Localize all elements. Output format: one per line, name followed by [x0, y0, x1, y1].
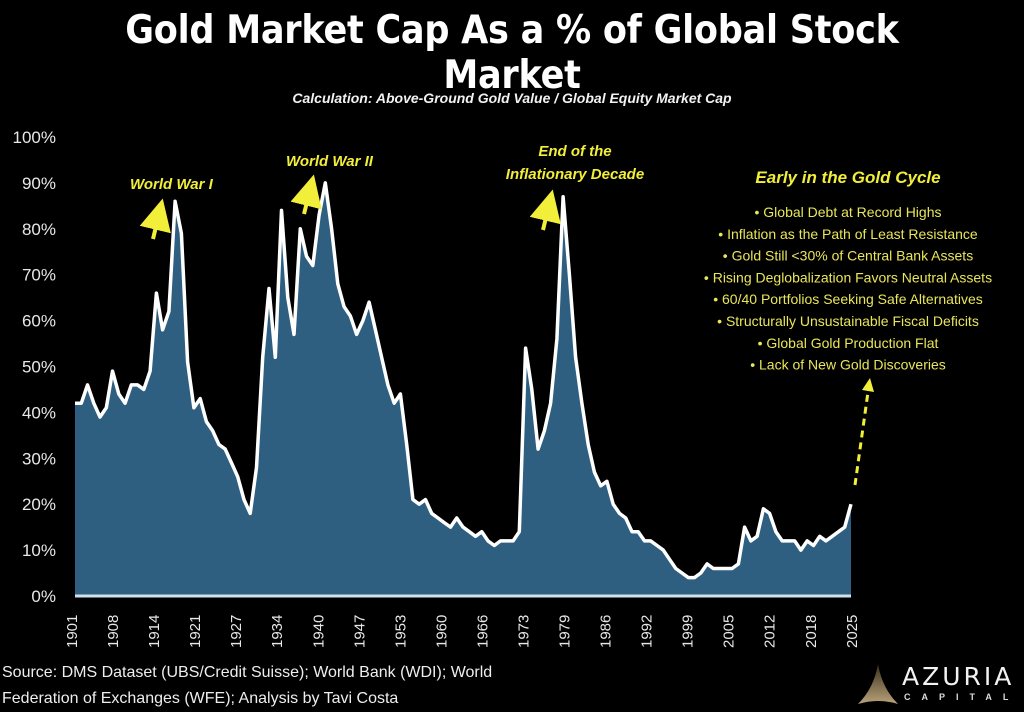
logo-subtitle: CAPITAL — [904, 692, 1020, 702]
gold-cycle-title: Early in the Gold Cycle — [755, 168, 940, 187]
y-tick-label: 60% — [22, 312, 56, 331]
y-tick-label: 50% — [22, 358, 56, 377]
x-tick-label: 1960 — [433, 615, 450, 648]
x-tick-label: 1953 — [392, 615, 409, 648]
gold-cycle-item: • Structurally Unsustainable Fiscal Defi… — [717, 313, 979, 329]
gold-cycle-item: • Global Debt at Record Highs — [755, 204, 942, 220]
series-area-fill — [75, 182, 851, 596]
x-tick-label: 1901 — [64, 615, 81, 648]
y-tick-label: 0% — [31, 587, 56, 606]
chart-title: Gold Market Cap As a % of Global Stock M… — [125, 8, 899, 98]
annotation-inflationary-decade-line1: End of the — [538, 143, 611, 160]
annotation-inflationary-decade-line2: Inflationary Decade — [506, 166, 644, 183]
x-tick-label: 1921 — [187, 615, 204, 648]
azuria-logo: AZURIA CAPITAL — [840, 660, 1020, 710]
source-note: Source: DMS Dataset (UBS/Credit Suisse);… — [2, 660, 492, 712]
x-tick-label: 1999 — [680, 615, 697, 648]
y-tick-label: 90% — [22, 174, 56, 193]
x-axis: 1901 1908 1914 1921 1927 1934 1940 1947 1953 1960… — [64, 615, 861, 648]
x-tick-label: 2005 — [721, 615, 738, 648]
x-tick-label: 1940 — [310, 615, 327, 648]
arrow-icon — [290, 174, 322, 215]
annotation-world-war-1: World War I — [130, 176, 214, 193]
gold-cycle-item: • Rising Deglobalization Favors Neutral … — [704, 269, 992, 285]
projection-arrow-icon — [853, 391, 870, 486]
y-tick-label: 10% — [22, 541, 56, 560]
y-tick-label: 30% — [22, 449, 56, 468]
x-tick-label: 2025 — [844, 615, 861, 648]
gold-cycle-list: • Global Debt at Record Highs • Inflation… — [704, 204, 992, 373]
x-tick-label: 1934 — [269, 615, 286, 648]
gold-cycle-item: • Inflation as the Path of Least Resista… — [718, 226, 978, 242]
projection-arrowhead-icon — [862, 378, 874, 392]
x-tick-label: 1908 — [105, 615, 122, 648]
y-tick-label: 20% — [22, 495, 56, 514]
x-tick-label: 2018 — [803, 615, 820, 648]
gold-cycle-item: • Lack of New Gold Discoveries — [750, 357, 946, 373]
x-tick-label: 1914 — [146, 615, 163, 648]
x-tick-label: 1979 — [557, 615, 574, 648]
chart-subtitle: Calculation: Above-Ground Gold Value / G… — [292, 90, 732, 106]
x-tick-label: 1927 — [228, 615, 245, 648]
annotation-world-war-2: World War II — [286, 153, 374, 170]
y-axis: 0% 10% 20% 30% 40% 50% 60% 70% 80% 90% 100% — [13, 128, 56, 606]
y-tick-label: 70% — [22, 266, 56, 285]
arrow-icon — [529, 189, 561, 231]
logo-name: AZURIA — [902, 662, 1015, 691]
y-tick-label: 100% — [13, 128, 56, 147]
x-tick-label: 1966 — [474, 615, 491, 648]
x-tick-label: 1973 — [515, 615, 532, 648]
gold-cycle-item: • Gold Still <30% of Central Bank Assets — [723, 248, 973, 264]
x-tick-label: 1947 — [351, 615, 368, 648]
source-line-1: Source: DMS Dataset (UBS/Credit Suisse);… — [2, 664, 493, 681]
logo-mark-icon — [858, 664, 898, 704]
x-tick-label: 1986 — [598, 615, 615, 648]
series-line — [75, 181, 853, 580]
gold-cycle-item: • 60/40 Portfolios Seeking Safe Alternat… — [713, 291, 983, 307]
x-tick-label: 2012 — [762, 615, 779, 648]
y-tick-label: 80% — [22, 220, 56, 239]
arrow-icon — [139, 198, 171, 240]
gold-cycle-item: • Global Gold Production Flat — [758, 335, 939, 351]
x-tick-label: 1992 — [639, 615, 656, 648]
source-line-2: Federation of Exchanges (WFE); Analysis … — [2, 690, 399, 707]
y-tick-label: 40% — [22, 403, 56, 422]
